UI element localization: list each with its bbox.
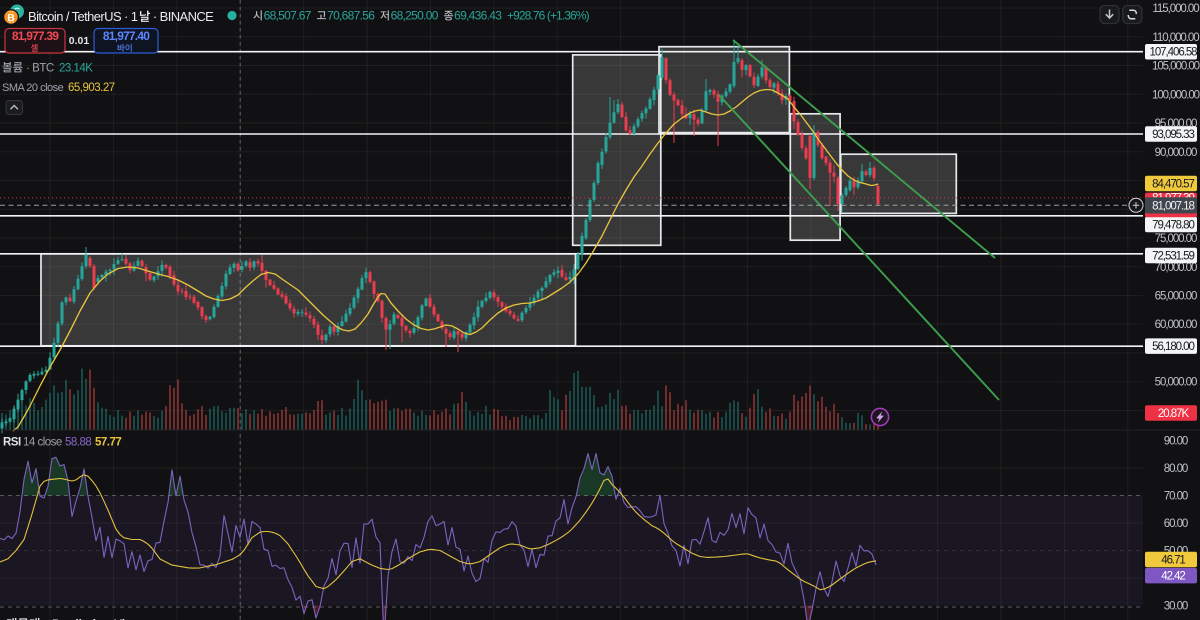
svg-text:0.01: 0.01 [69, 35, 90, 47]
svg-text:90,000.00: 90,000.00 [1155, 147, 1197, 159]
svg-text:115,000.00: 115,000.00 [1152, 3, 1199, 15]
svg-text:107,406.58: 107,406.58 [1149, 47, 1197, 59]
svg-text:14 close: 14 close [23, 437, 62, 449]
svg-text:56,180.00: 56,180.00 [1152, 341, 1194, 353]
svg-text:60,000.00: 60,000.00 [1155, 319, 1197, 331]
svg-text:100,000.00: 100,000.00 [1152, 89, 1200, 101]
svg-text:46.71: 46.71 [1161, 555, 1185, 567]
svg-text:B: B [7, 12, 15, 24]
svg-text:105,000.00: 105,000.00 [1152, 61, 1200, 73]
svg-text:75,000.00: 75,000.00 [1155, 233, 1197, 245]
svg-text:81,977.39: 81,977.39 [12, 29, 59, 43]
svg-text:81,007.18: 81,007.18 [1152, 200, 1194, 212]
svg-text:81,977.40: 81,977.40 [103, 29, 150, 43]
svg-text:93,095.33: 93,095.33 [1152, 129, 1194, 141]
svg-text:+928.76 (+1.36%): +928.76 (+1.36%) [507, 9, 590, 23]
svg-text:· BINANCE: · BINANCE [153, 9, 214, 24]
svg-text:65,000.00: 65,000.00 [1155, 291, 1197, 303]
svg-text:90.00: 90.00 [1164, 436, 1188, 448]
svg-text:Bitcoin / TetherUS · 1: Bitcoin / TetherUS · 1 [28, 9, 138, 24]
svg-text:SMA 20 close: SMA 20 close [2, 82, 64, 94]
svg-text:68,507.67: 68,507.67 [264, 9, 312, 23]
svg-text:RSI: RSI [3, 437, 21, 449]
svg-text:68,250.00: 68,250.00 [391, 9, 439, 23]
svg-text:60.00: 60.00 [1164, 518, 1188, 530]
svg-text:80.00: 80.00 [1164, 463, 1188, 475]
svg-text:30.00: 30.00 [1164, 601, 1188, 613]
svg-text:110,000.00: 110,000.00 [1152, 32, 1199, 44]
svg-text:42.42: 42.42 [1161, 571, 1185, 583]
svg-text:58.88: 58.88 [65, 437, 91, 449]
svg-text:72,531.59: 72,531.59 [1152, 251, 1194, 263]
svg-text:50,000.00: 50,000.00 [1155, 377, 1197, 389]
svg-text:· BTC: · BTC [26, 63, 54, 75]
svg-text:Prediction Vi: Prediction Vi [52, 617, 125, 620]
svg-text:69,436.43: 69,436.43 [454, 9, 502, 23]
svg-text:70,000.00: 70,000.00 [1155, 262, 1197, 274]
svg-text:70,687.56: 70,687.56 [327, 9, 375, 23]
svg-text:65,903.27: 65,903.27 [68, 82, 115, 94]
svg-text:79,478.80: 79,478.80 [1152, 219, 1194, 231]
svg-text:70.00: 70.00 [1164, 491, 1188, 503]
svg-text:23.14K: 23.14K [59, 63, 93, 75]
svg-text:57.77: 57.77 [95, 437, 121, 449]
svg-text:20.87K: 20.87K [1158, 408, 1190, 420]
svg-text:84,470.57: 84,470.57 [1152, 179, 1194, 191]
